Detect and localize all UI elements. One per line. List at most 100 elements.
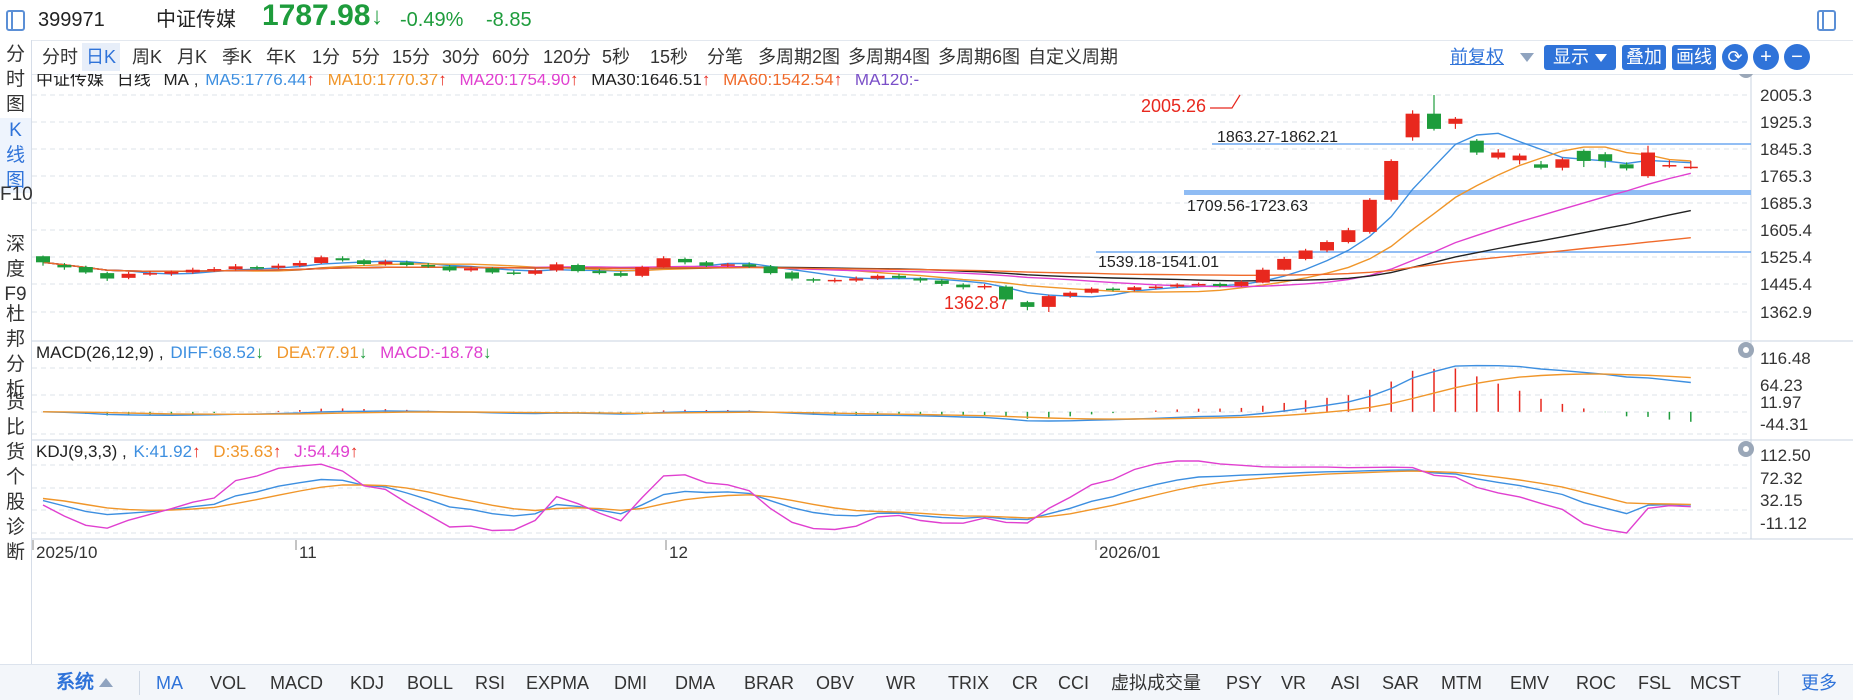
indicator-ma[interactable]: MA	[156, 673, 183, 693]
macd-diff-line	[42, 364, 1691, 422]
tab-kline-chart[interactable]: K线图	[0, 118, 31, 193]
main-settings-gear-icon[interactable]	[1738, 74, 1754, 78]
candle-body	[977, 285, 992, 288]
candle-body	[806, 279, 821, 281]
period-tab-yearly[interactable]: 年K	[266, 47, 297, 67]
candle-body	[485, 268, 500, 273]
candle-body	[870, 275, 885, 279]
indicator-sar[interactable]: SAR	[1382, 673, 1420, 693]
y-tick: 32.15	[1760, 491, 1803, 510]
chart-frames	[32, 74, 1853, 540]
period-tab-weekly[interactable]: 周K	[132, 47, 163, 67]
y-tick: 72.32	[1760, 469, 1803, 488]
indicator-trix[interactable]: TRIX	[948, 673, 990, 693]
indicator-asi[interactable]: ASI	[1331, 673, 1361, 693]
indicator-rsi[interactable]: RSI	[475, 673, 506, 693]
indicator-dma[interactable]: DMA	[675, 673, 715, 693]
macd-settings-gear-icon[interactable]	[1738, 342, 1754, 358]
refresh-icon[interactable]: ⟳	[1722, 44, 1748, 70]
period-tab-monthly[interactable]: 月K	[177, 47, 208, 67]
tab-stock-diagnosis[interactable]: 个股诊断	[5, 467, 25, 563]
period-tab-custom[interactable]: 自定义周期	[1028, 47, 1118, 67]
indicator-roc[interactable]: ROC	[1576, 673, 1616, 693]
kdj-j-line	[42, 460, 1691, 534]
indicator-emv[interactable]: EMV	[1510, 673, 1550, 693]
window-maximize-icon[interactable]	[1817, 10, 1836, 31]
more-indicators-link[interactable]: 更多	[1801, 673, 1837, 693]
y-tick: 116.48	[1760, 349, 1811, 368]
candle-body	[1384, 160, 1399, 200]
indicator-dmi[interactable]: DMI	[614, 673, 647, 693]
candlesticks	[36, 95, 1698, 313]
indicator-brar[interactable]: BRAR	[744, 673, 795, 693]
period-tab-60min[interactable]: 60分	[492, 47, 531, 67]
period-tab-120min[interactable]: 120分	[543, 47, 592, 67]
period-tab-daily[interactable]: 日K	[82, 43, 121, 71]
y-tick: 1605.4	[1760, 221, 1812, 240]
macd-title: MACD(26,12,9)	[36, 343, 154, 362]
candle-body	[1020, 302, 1035, 307]
y-tick: 1925.3	[1760, 113, 1812, 132]
y-tick: 1525.4	[1760, 248, 1812, 267]
indicator-mtm[interactable]: MTM	[1441, 673, 1482, 693]
main-y-axis: 2005.3 1925.3 1845.3 1765.3 1685.3 1605.…	[1760, 86, 1812, 322]
candle-body	[1512, 155, 1527, 161]
draw-line-button[interactable]: 画线	[1672, 45, 1716, 70]
fuquan-select[interactable]: 前复权	[1450, 47, 1504, 67]
indicator-cci[interactable]: CCI	[1058, 673, 1089, 693]
candle-body	[1576, 150, 1591, 161]
range-label-lower: 1539.18-1541.01	[1098, 254, 1219, 271]
minus-icon[interactable]: −	[1784, 44, 1810, 70]
display-button[interactable]: 显示	[1544, 45, 1616, 70]
range-label-middle: 1709.56-1723.63	[1187, 198, 1308, 215]
indicator-mcst[interactable]: MCST	[1690, 673, 1741, 693]
indicator-obv[interactable]: OBV	[816, 673, 855, 693]
system-indicator-menu[interactable]: 系统	[56, 670, 114, 696]
tab-depth-f9[interactable]: 深度F9	[4, 234, 27, 305]
ma5-arrow: ↑	[306, 74, 315, 89]
indicator-cr[interactable]: CR	[1012, 673, 1038, 693]
indicator-expma[interactable]: EXPMA	[526, 673, 590, 693]
indicator-kdj[interactable]: KDJ	[350, 673, 385, 693]
candle-body	[164, 271, 179, 274]
kline-chart-area[interactable]: 中证传媒 日线 MA , MA5:1776.44↑ MA10:1770.37↑ …	[32, 74, 1853, 664]
period-tab-30min[interactable]: 30分	[442, 47, 481, 67]
indicator-psy[interactable]: PSY	[1226, 673, 1263, 693]
indicator-boll[interactable]: BOLL	[407, 673, 454, 693]
indicator-vr[interactable]: VR	[1281, 673, 1307, 693]
indicator-macd[interactable]: MACD	[270, 673, 323, 693]
indicator-virtual-volume[interactable]: 虚拟成交量	[1111, 673, 1201, 693]
candle-body	[763, 266, 778, 274]
period-tab-tick[interactable]: 分笔	[707, 47, 743, 67]
overlay-button[interactable]: 叠加	[1622, 45, 1666, 70]
candle-body	[678, 258, 692, 263]
period-tab-15sec[interactable]: 15秒	[650, 47, 689, 67]
fuquan-dropdown-icon[interactable]	[1520, 53, 1534, 62]
period-tab-15min[interactable]: 15分	[392, 47, 431, 67]
period-tab-5min[interactable]: 5分	[352, 47, 381, 67]
period-tab-multi-6[interactable]: 多周期6图	[938, 47, 1021, 67]
period-tab-timeshare[interactable]: 分时	[42, 47, 78, 67]
window-restore-icon[interactable]	[6, 10, 25, 31]
period-tab-quarterly[interactable]: 季K	[222, 47, 253, 67]
candle-body	[1127, 287, 1142, 291]
indicator-vol[interactable]: VOL	[210, 673, 247, 693]
tab-compare-stocks[interactable]: 货比货	[5, 392, 25, 463]
candle-body	[292, 262, 307, 266]
period-tab-multi-2[interactable]: 多周期2图	[758, 47, 841, 67]
candle-body	[506, 272, 521, 274]
period-tab-1min[interactable]: 1分	[312, 47, 341, 67]
left-side-tabs: 分时图 K线图 F10 深度F9 杜邦分析 货比货 个股诊断	[0, 40, 33, 699]
indicator-wr[interactable]: WR	[886, 673, 916, 693]
stock-name: 中证传媒	[156, 9, 236, 31]
plus-icon[interactable]: +	[1753, 44, 1779, 70]
kdj-settings-gear-icon[interactable]	[1738, 441, 1754, 457]
tab-f10[interactable]: F10	[0, 184, 33, 205]
tab-dupont-analysis[interactable]: 杜邦分析	[5, 304, 25, 400]
price-down-arrow-icon: ↓	[371, 3, 383, 30]
candle-body	[528, 270, 543, 274]
period-tab-5sec[interactable]: 5秒	[602, 47, 631, 67]
tab-timeshare-chart[interactable]: 分时图	[5, 44, 25, 115]
indicator-fsl[interactable]: FSL	[1638, 673, 1672, 693]
period-tab-multi-4[interactable]: 多周期4图	[848, 47, 931, 67]
